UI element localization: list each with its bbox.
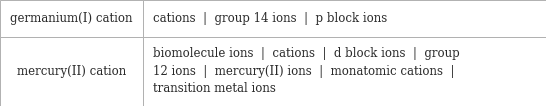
Text: cations  |  group 14 ions  |  p block ions: cations | group 14 ions | p block ions (153, 12, 387, 25)
Bar (0, 37, 143, 106)
Bar (143, 0, 546, 37)
Bar (0, 0, 143, 37)
Text: mercury(II) cation: mercury(II) cation (17, 65, 126, 78)
Text: biomolecule ions  |  cations  |  d block ions  |  group
12 ions  |  mercury(II) : biomolecule ions | cations | d block ion… (153, 47, 460, 95)
Text: germanium(I) cation: germanium(I) cation (10, 12, 133, 25)
Bar (143, 37, 546, 106)
